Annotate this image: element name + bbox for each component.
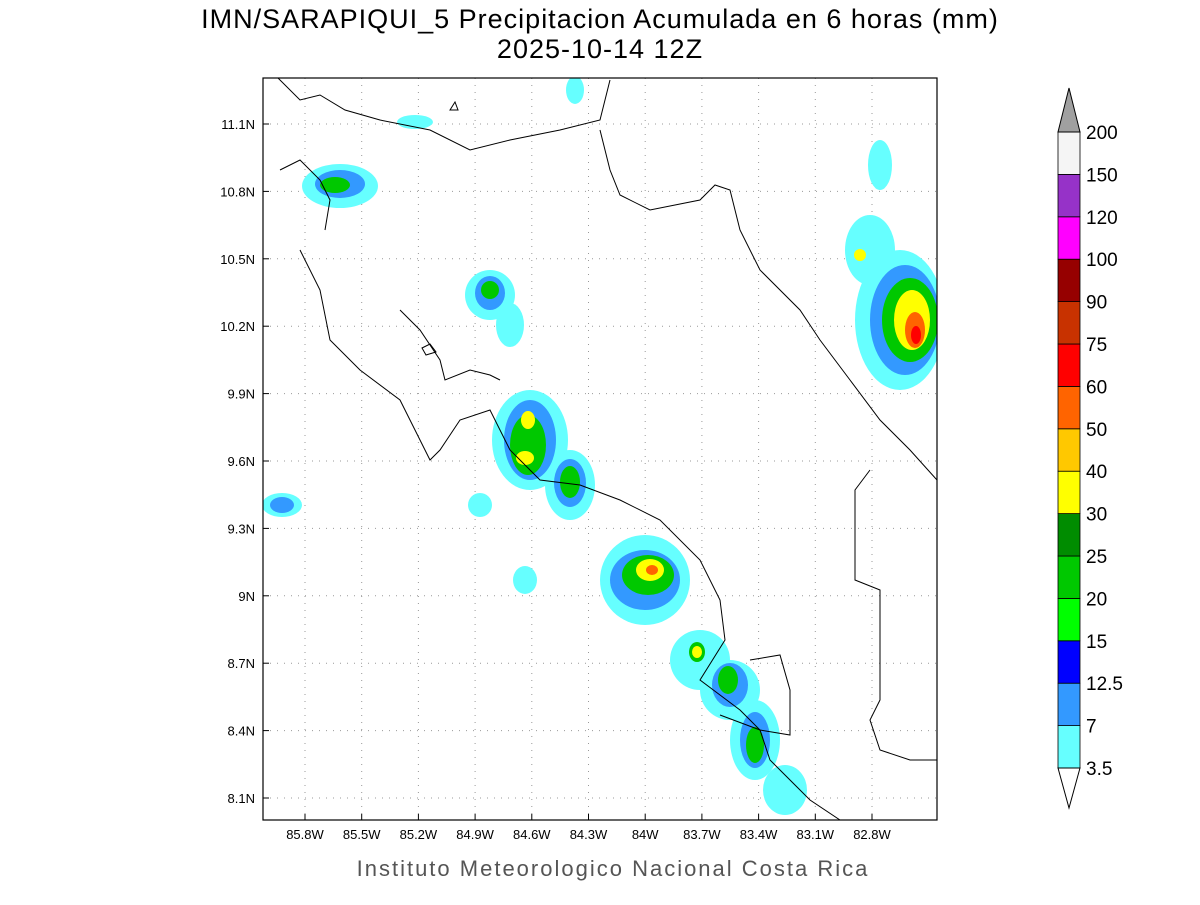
colorbar-label: 20 [1086, 589, 1107, 610]
colorbar-label: 40 [1086, 462, 1107, 483]
lon-label: 84.9W [456, 827, 494, 842]
lon-label: 83.1W [797, 827, 835, 842]
grid [263, 78, 937, 820]
colorbar-segment [1057, 555, 1081, 599]
lon-label: 84W [632, 827, 659, 842]
lon-label: 82.8W [853, 827, 891, 842]
footer: Instituto Meteorologico Nacional Costa R… [357, 856, 870, 881]
colorbar-segment [1057, 385, 1081, 430]
subtitle: 2025-10-14 12Z [497, 34, 703, 64]
colorbar-segment [1057, 470, 1081, 515]
lon-label: 84.3W [570, 827, 608, 842]
colorbar-min-arrow [1057, 767, 1081, 810]
colorbar-segment [1057, 258, 1081, 303]
colorbar-segment [1057, 725, 1081, 769]
colorbar-segment [1057, 640, 1081, 684]
colorbar-segment [1057, 513, 1081, 557]
lon-label: 85.2W [400, 827, 438, 842]
colorbar-segment [1057, 682, 1081, 727]
colorbar-label: 30 [1086, 505, 1107, 526]
lat-label: 8.7N [228, 656, 255, 671]
map [262, 77, 938, 821]
colorbar-max-arrow [1057, 87, 1081, 133]
colorbar-label: 7 [1086, 717, 1097, 738]
colorbar-label: 200 [1086, 123, 1118, 144]
colorbar-label: 90 [1086, 293, 1107, 314]
lon-label: 84.6W [513, 827, 551, 842]
title: IMN/SARAPIQUI_5 Precipitacion Acumulada … [201, 4, 999, 34]
lat-label: 10.2N [220, 319, 255, 334]
lon-label: 85.8W [286, 827, 324, 842]
lon-label: 83.7W [683, 827, 721, 842]
lat-label: 10.8N [220, 184, 255, 199]
colorbar-label: 25 [1086, 547, 1107, 568]
lon-label: 83.4W [740, 827, 778, 842]
colorbar-segment [1057, 343, 1081, 387]
colorbar-segment [1057, 301, 1081, 345]
colorbar-label: 120 [1086, 208, 1118, 229]
lat-label: 11.1N [221, 117, 255, 132]
colorbar: 3.5 7 12.5 15 20 25 30 40 50 60 75 90 100 120 150 200 [1057, 87, 1123, 810]
lat-label: 9N [238, 589, 255, 604]
colorbar-segment [1057, 173, 1081, 218]
colorbar-label: 50 [1086, 420, 1107, 441]
colorbar-label: 75 [1086, 335, 1107, 356]
colorbar-segment [1057, 428, 1081, 472]
colorbar-label: 150 [1086, 165, 1118, 186]
colorbar-segment [1057, 131, 1081, 175]
colorbar-label: 15 [1086, 632, 1107, 653]
colorbar-label: 3.5 [1086, 759, 1112, 780]
colorbar-label: 60 [1086, 377, 1107, 398]
lat-label: 10.5N [220, 252, 255, 267]
colorbar-label: 100 [1086, 250, 1118, 271]
precipitation [263, 78, 937, 815]
map-frame [262, 77, 938, 821]
lat-label: 9.9N [228, 387, 255, 402]
lon-label: 85.5W [343, 827, 381, 842]
lat-label: 8.1N [228, 791, 255, 806]
colorbar-segment [1057, 598, 1081, 642]
colorbar-label: 12.5 [1086, 674, 1123, 695]
lat-label: 8.4N [228, 724, 255, 739]
colorbar-segment [1057, 216, 1081, 260]
lat-label: 9.6N [228, 454, 255, 469]
lat-label: 9.3N [228, 521, 255, 536]
